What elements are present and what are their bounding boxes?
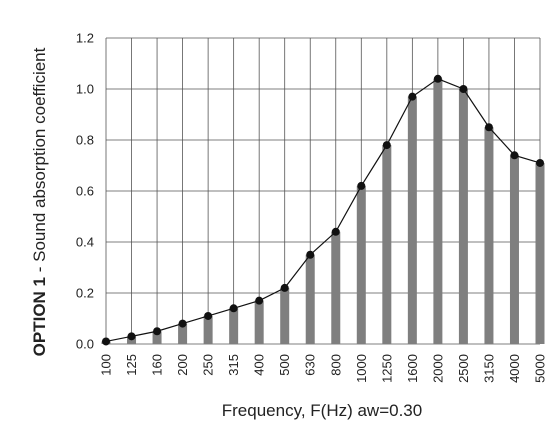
data-point — [127, 332, 136, 341]
bar — [254, 300, 264, 344]
grid — [105, 37, 541, 345]
bar — [509, 155, 519, 344]
bar — [229, 308, 239, 344]
data-point — [204, 311, 213, 320]
x-tick-label: 160 — [150, 354, 165, 376]
x-tick-label: 800 — [328, 354, 343, 376]
x-tick-label: 200 — [175, 354, 190, 376]
bar — [178, 323, 188, 344]
y-tick-label: 0.2 — [76, 286, 94, 301]
bar — [382, 145, 392, 344]
y-tick-label: 0.4 — [76, 235, 94, 250]
y-tick-labels: 0.0 0.2 0.4 0.6 0.8 1.0 1.2 — [76, 31, 94, 352]
series-points — [102, 74, 544, 346]
data-point — [153, 327, 162, 336]
x-tick-label: 630 — [303, 354, 318, 376]
data-point — [178, 319, 187, 328]
data-point — [280, 283, 289, 292]
x-tick-label: 1000 — [354, 354, 369, 383]
x-tick-label: 315 — [226, 354, 241, 376]
bar — [331, 231, 341, 344]
data-point — [255, 296, 264, 305]
y-tick-label: 0.0 — [76, 337, 94, 352]
x-tick-label: 5000 — [533, 354, 548, 383]
bar — [203, 315, 213, 344]
x-tick-labels: 100 125 160 200 250 315 400 500 630 800 1000 1250 16… — [99, 354, 548, 383]
data-point — [357, 181, 366, 190]
y-tick-label: 0.6 — [76, 184, 94, 199]
data-point — [229, 304, 238, 313]
x-tick-label: 1600 — [405, 354, 420, 383]
x-tick-label: 500 — [277, 354, 292, 376]
data-point — [536, 158, 544, 167]
data-point — [331, 227, 340, 236]
data-point — [459, 85, 468, 93]
bar — [280, 287, 290, 344]
data-point — [102, 337, 110, 346]
data-point — [408, 92, 417, 101]
data-point — [484, 123, 493, 132]
y-axis-title-rest: - Sound absorption coefficient — [30, 47, 49, 277]
bar — [407, 96, 417, 345]
bar — [484, 127, 494, 344]
series-line — [105, 78, 541, 343]
series-polyline — [105, 78, 541, 343]
bars — [101, 78, 545, 345]
x-tick-label: 4000 — [507, 354, 522, 383]
x-tick-label: 3150 — [481, 354, 496, 383]
bar — [305, 254, 315, 344]
data-point — [433, 74, 442, 83]
y-tick-label: 1.2 — [76, 31, 94, 46]
data-point — [306, 250, 315, 259]
data-point — [382, 141, 391, 150]
x-tick-label: 250 — [201, 354, 216, 376]
data-point — [510, 151, 519, 160]
bar — [535, 162, 545, 344]
bar — [356, 185, 366, 344]
x-tick-label: 1250 — [379, 354, 394, 383]
x-tick-label: 2500 — [456, 354, 471, 383]
bar — [433, 78, 443, 345]
y-tick-label: 1.0 — [76, 82, 94, 97]
x-tick-label: 2000 — [430, 354, 445, 383]
x-tick-label: 100 — [99, 354, 114, 376]
x-tick-label: 125 — [124, 354, 139, 376]
y-axis-title-prefix: OPTION 1 — [30, 277, 49, 356]
x-tick-label: 400 — [252, 354, 267, 376]
bar — [152, 331, 162, 344]
y-tick-label: 0.8 — [76, 133, 94, 148]
bar — [458, 89, 468, 344]
x-axis-title: Frequency, F(Hz) aw=0.30 — [222, 401, 422, 420]
y-axis-title: OPTION 1 - Sound absorption coefficient — [30, 47, 49, 356]
